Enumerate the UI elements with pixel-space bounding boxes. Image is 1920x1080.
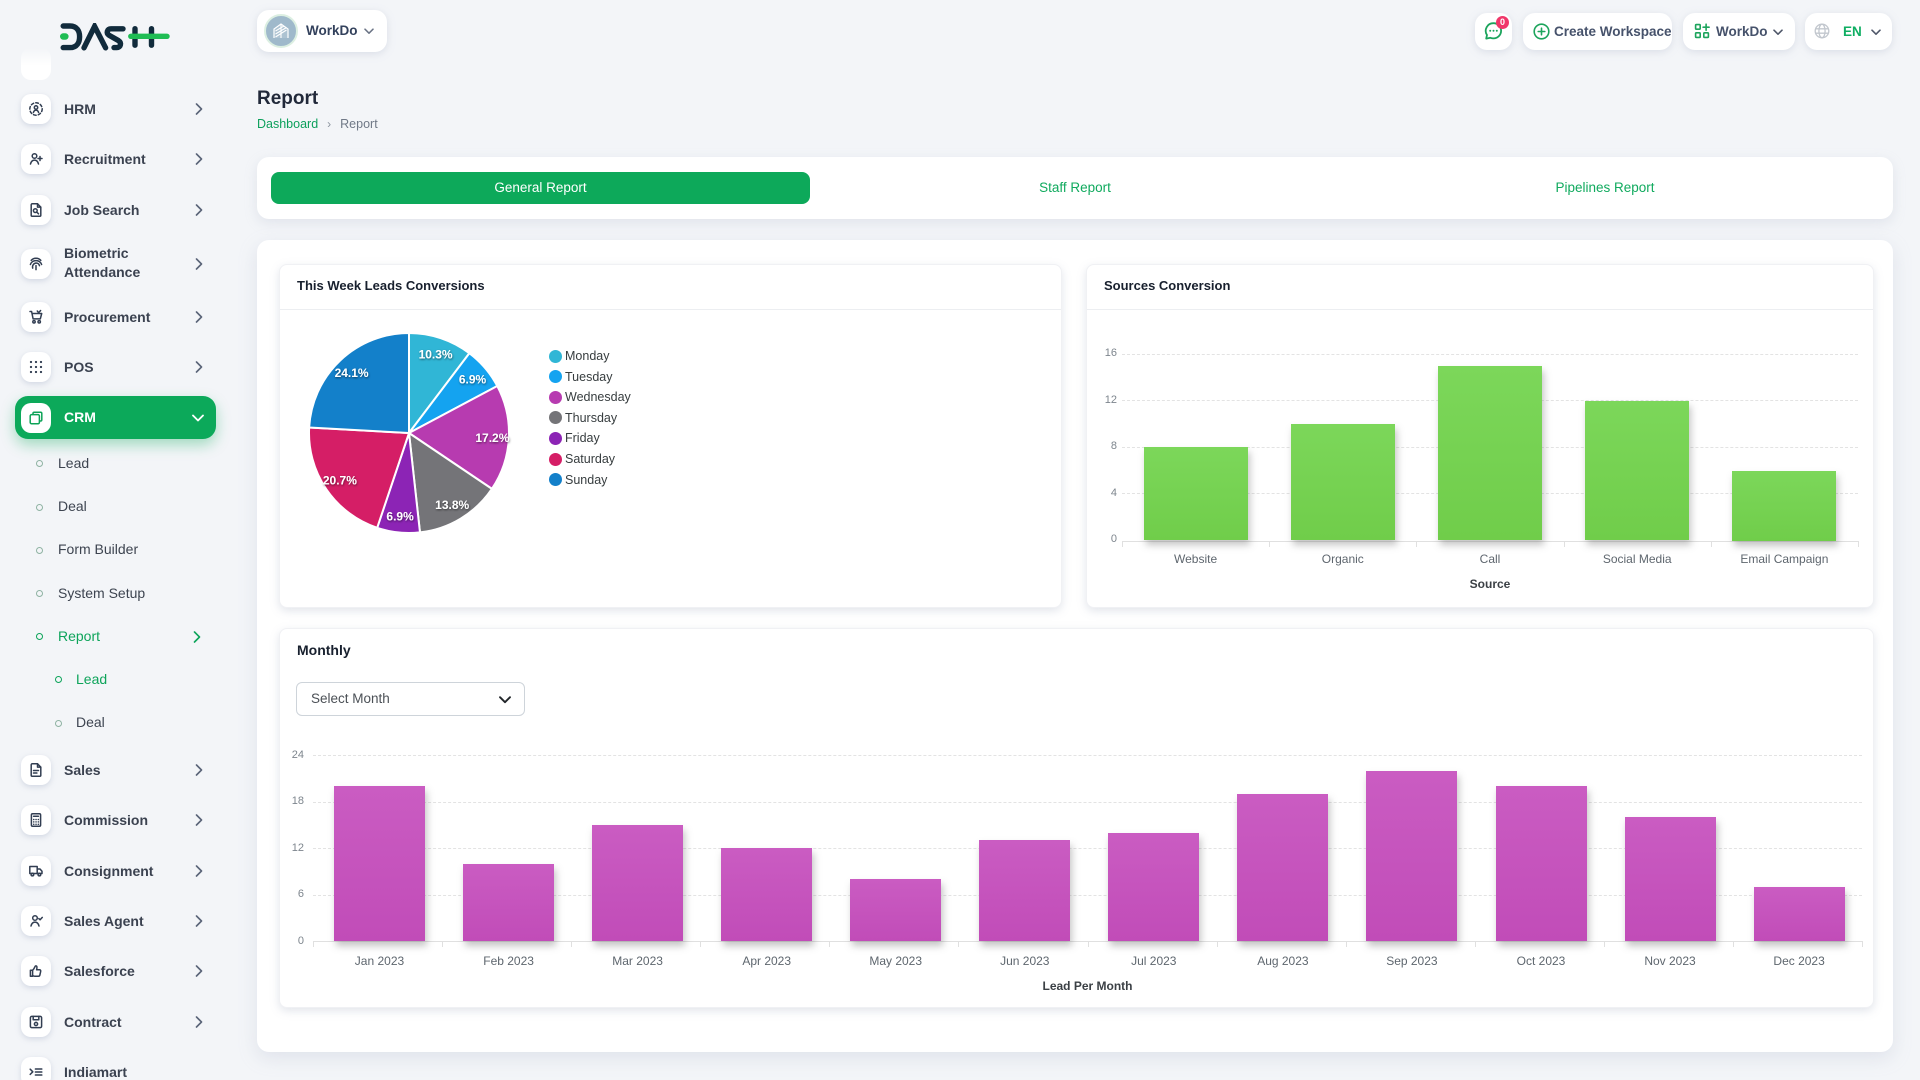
svg-text:13.8%: 13.8% — [435, 498, 469, 512]
svg-text:20.7%: 20.7% — [323, 473, 357, 487]
svg-text:10.3%: 10.3% — [419, 347, 453, 361]
svg-text:6.9%: 6.9% — [459, 372, 487, 386]
svg-text:24.1%: 24.1% — [335, 366, 369, 380]
svg-text:6.9%: 6.9% — [386, 510, 414, 524]
svg-text:17.2%: 17.2% — [475, 431, 509, 445]
